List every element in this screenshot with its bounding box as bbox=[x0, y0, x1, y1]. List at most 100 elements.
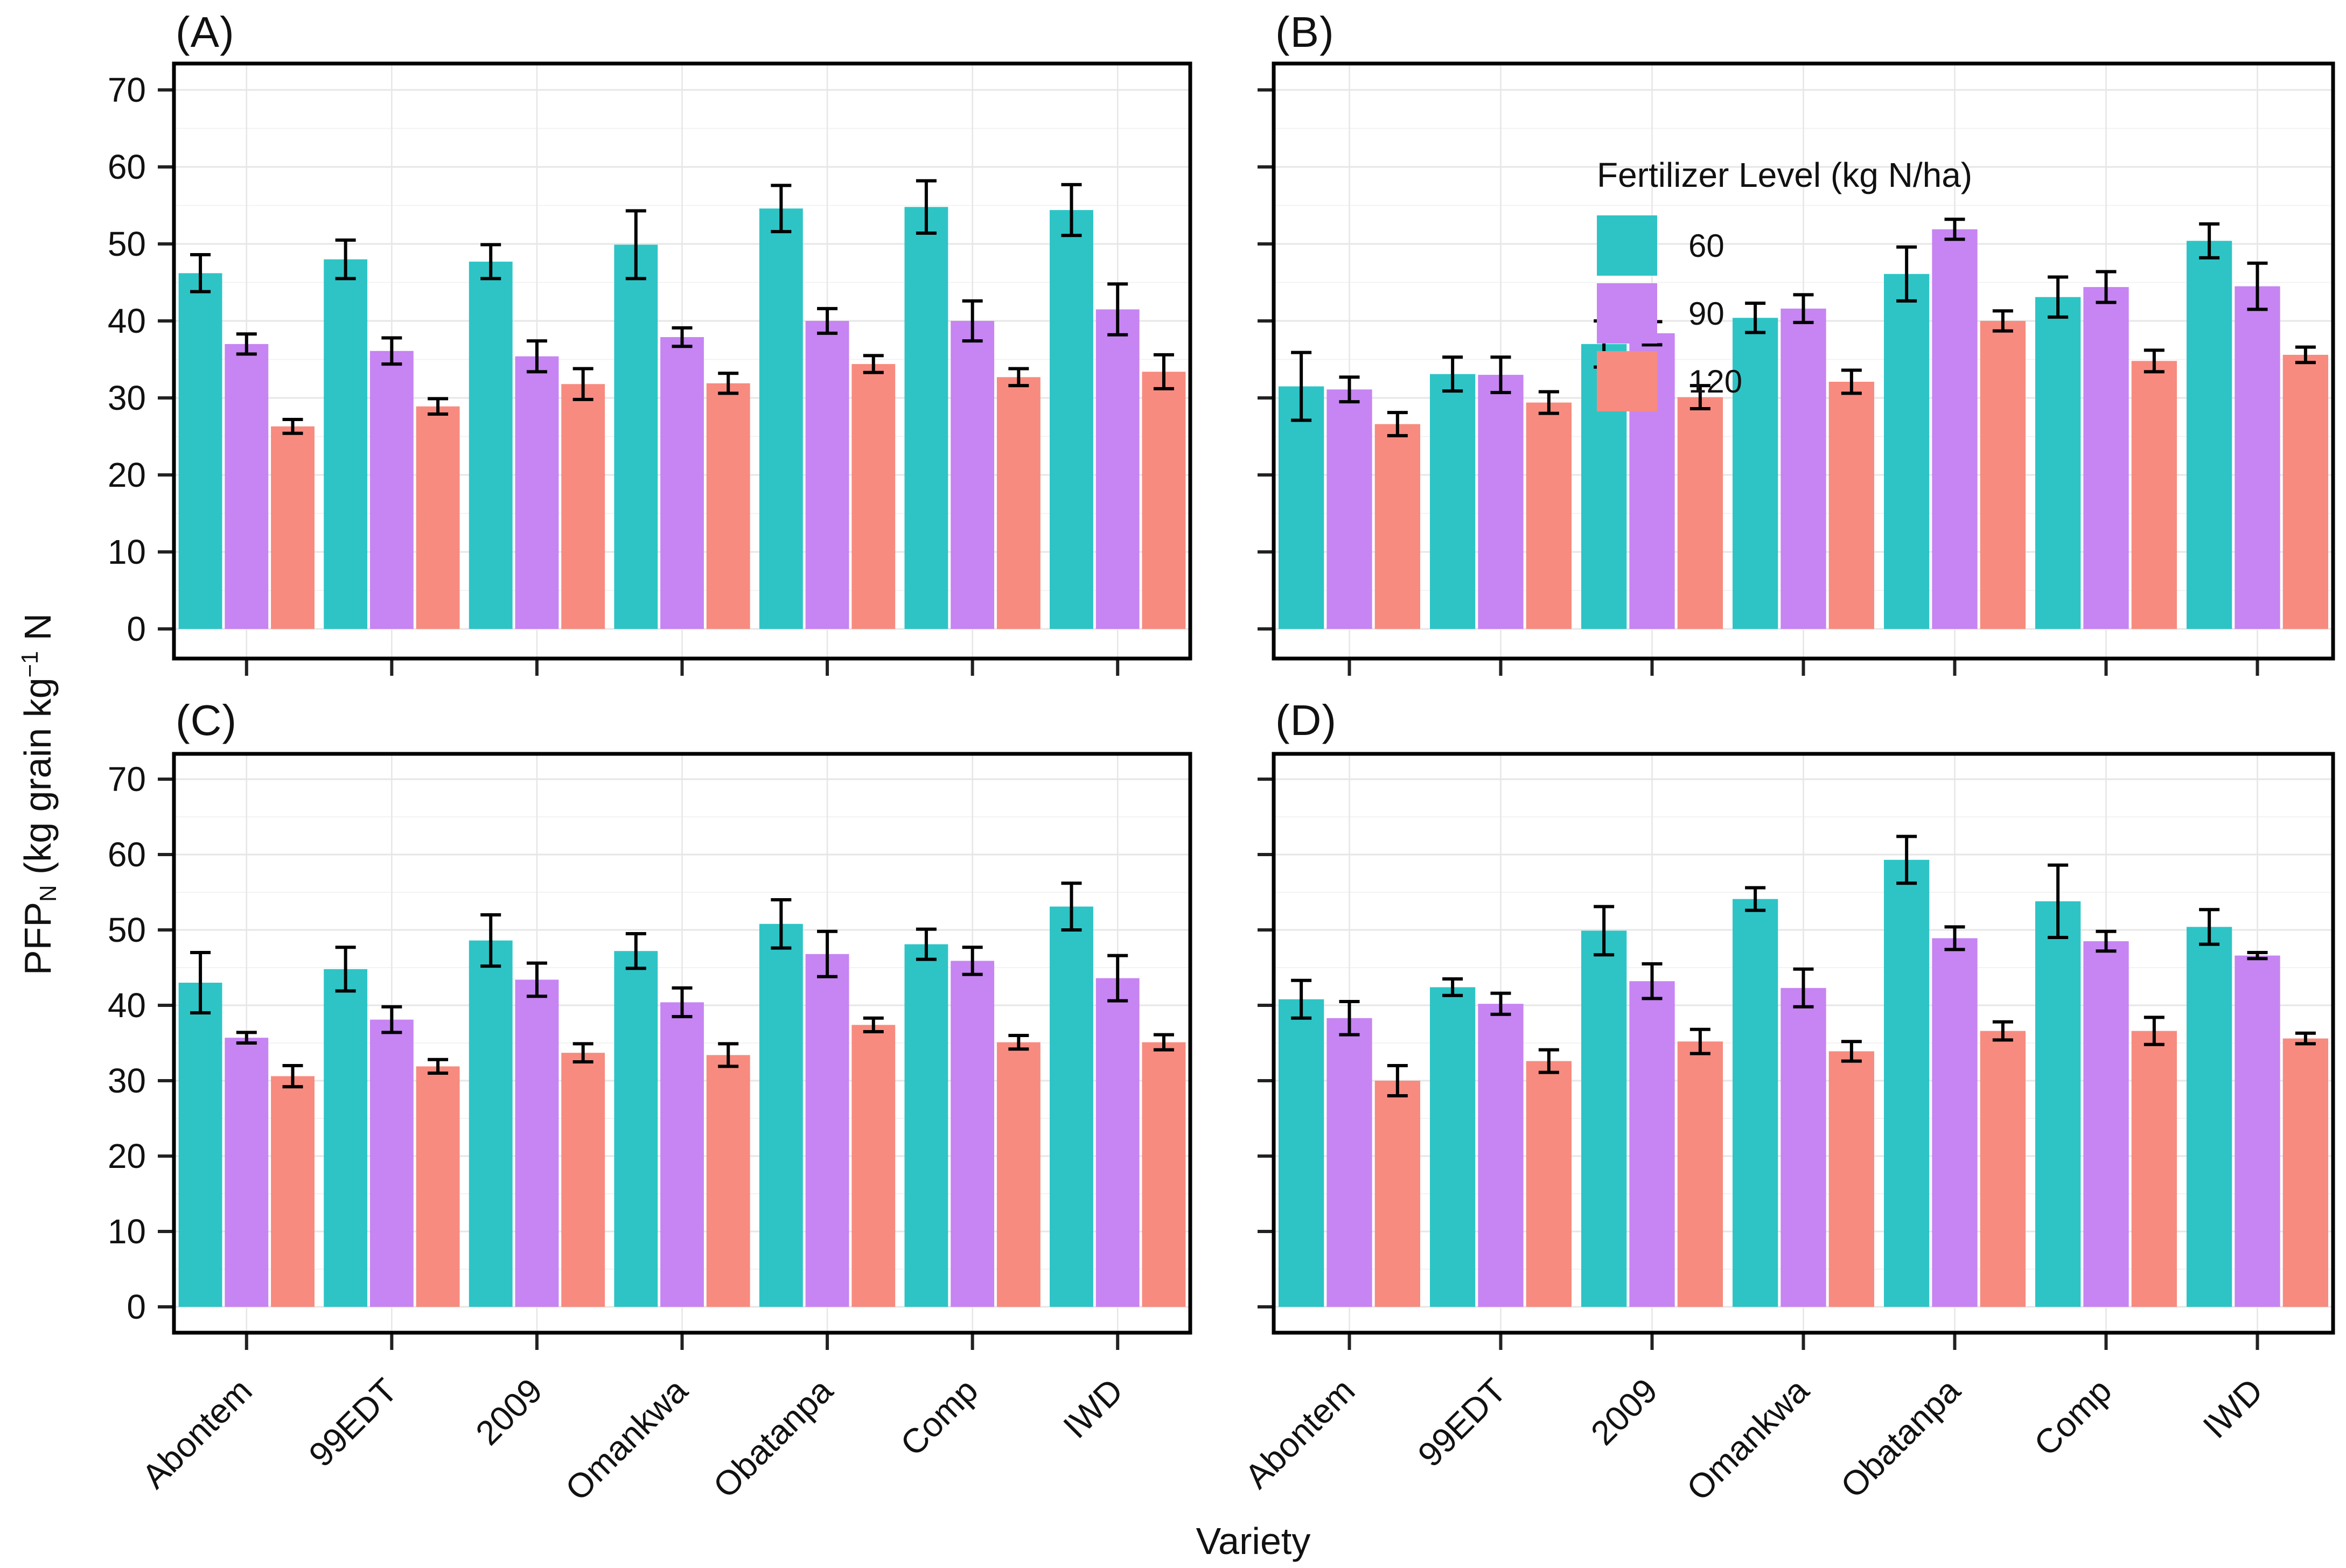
bar-60-99EDT bbox=[1429, 374, 1476, 629]
error-bar-60-IWD bbox=[2199, 222, 2220, 260]
error-bar-90-Omankwa bbox=[1793, 967, 1814, 1009]
error-bar-90-Comp bbox=[962, 946, 983, 976]
bar-90-Obatanpa bbox=[805, 321, 849, 629]
bar-120-99EDT bbox=[416, 406, 460, 629]
error-bar-120-99EDT bbox=[1538, 1048, 1559, 1074]
x-category-label: 2009 bbox=[468, 1371, 550, 1453]
x-category-label: Comp bbox=[2027, 1371, 2119, 1464]
y-tick-label: 0 bbox=[127, 610, 146, 648]
y-tick-label: 30 bbox=[108, 379, 146, 417]
bar-120-Obatanpa bbox=[1980, 321, 2026, 629]
error-bar-120-Obatanpa bbox=[1992, 1020, 2013, 1042]
error-bar-90-Omankwa bbox=[672, 326, 693, 348]
bar-90-2009 bbox=[515, 356, 559, 629]
bar-120-Abontem bbox=[1374, 424, 1421, 629]
bar-120-Omankwa bbox=[706, 1055, 750, 1307]
error-bar-120-Obatanpa bbox=[863, 354, 884, 374]
panel-border bbox=[1272, 61, 2335, 661]
error-bar-90-IWD bbox=[1107, 954, 1128, 1003]
bar-90-Obatanpa bbox=[1932, 229, 1978, 629]
bar-60-Comp bbox=[904, 944, 948, 1307]
error-bar-120-Abontem bbox=[1387, 411, 1408, 438]
bar-60-Obatanpa bbox=[1883, 274, 1930, 629]
error-bar-90-99EDT bbox=[1490, 355, 1511, 394]
bar-60-Omankwa bbox=[614, 951, 658, 1307]
error-bar-90-2009 bbox=[1642, 962, 1663, 1000]
y-tick-label: 10 bbox=[108, 1212, 146, 1251]
bar-90-Omankwa bbox=[660, 1002, 704, 1307]
y-tick-label: 20 bbox=[108, 456, 146, 494]
x-category-label: 2009 bbox=[1583, 1371, 1665, 1453]
error-bar-90-Obatanpa bbox=[1944, 218, 1965, 241]
bar-60-99EDT bbox=[1429, 987, 1476, 1307]
bar-90-Omankwa bbox=[660, 337, 704, 629]
y-tick-label: 40 bbox=[108, 986, 146, 1025]
bar-90-99EDT bbox=[1478, 1004, 1524, 1307]
error-bar-120-IWD bbox=[1153, 353, 1174, 390]
error-bar-60-Obatanpa bbox=[1896, 245, 1917, 303]
bar-60-Comp bbox=[2035, 297, 2081, 629]
error-bar-120-Comp bbox=[2143, 1016, 2165, 1046]
bar-90-2009 bbox=[1629, 981, 1675, 1307]
x-category-label: Comp bbox=[893, 1371, 986, 1464]
bar-120-IWD bbox=[2282, 354, 2329, 629]
legend-entry-90: 90 bbox=[1597, 283, 1972, 344]
panel-border bbox=[172, 61, 1192, 661]
error-bar-90-Comp bbox=[2096, 929, 2117, 953]
bar-120-Comp bbox=[996, 1042, 1041, 1307]
error-bar-60-Obatanpa bbox=[771, 898, 792, 950]
legend-key-60-swatch bbox=[1597, 215, 1657, 276]
error-bar-60-Comp bbox=[2048, 275, 2069, 319]
y-tick-label: 70 bbox=[108, 71, 146, 109]
x-axis-title: Variety bbox=[1196, 1520, 1311, 1562]
bar-60-IWD bbox=[2186, 241, 2232, 629]
bar-120-99EDT bbox=[1526, 1061, 1572, 1307]
panel-a-title: (A) bbox=[176, 8, 235, 56]
bar-90-Omankwa bbox=[1781, 309, 1826, 629]
y-tick-label: 0 bbox=[127, 1287, 146, 1326]
bar-60-Abontem bbox=[1278, 386, 1324, 629]
x-category-label: IWD bbox=[2196, 1371, 2271, 1446]
error-bar-60-99EDT bbox=[1442, 977, 1463, 997]
bar-90-Obatanpa bbox=[1932, 938, 1978, 1307]
bar-90-IWD bbox=[1095, 309, 1140, 629]
bar-90-99EDT bbox=[369, 351, 414, 629]
bar-120-99EDT bbox=[416, 1066, 460, 1307]
error-bar-60-2009 bbox=[480, 913, 501, 968]
x-category-label: Abontem bbox=[1237, 1371, 1362, 1496]
error-bar-120-Omankwa bbox=[1841, 368, 1862, 395]
error-bar-90-Abontem bbox=[1339, 1000, 1360, 1037]
bar-120-Abontem bbox=[1374, 1081, 1421, 1307]
error-bar-90-99EDT bbox=[1490, 991, 1511, 1016]
y-axis-title-superscript: −1 bbox=[17, 650, 44, 678]
bar-120-IWD bbox=[2282, 1038, 2329, 1307]
legend-key-90-swatch bbox=[1597, 283, 1657, 344]
error-bar-60-2009 bbox=[1594, 905, 1615, 957]
bar-120-Comp bbox=[996, 377, 1041, 629]
error-bar-120-Comp bbox=[1008, 1034, 1029, 1051]
panel-d-title: (D) bbox=[1275, 696, 1337, 744]
bar-60-Obatanpa bbox=[1883, 859, 1930, 1307]
error-bar-60-Abontem bbox=[1291, 978, 1312, 1020]
bar-60-2009 bbox=[1581, 930, 1627, 1307]
error-bar-90-Obatanpa bbox=[1944, 925, 1965, 951]
x-category-label: Obatanpa bbox=[1833, 1371, 1968, 1506]
legend-key-120-swatch bbox=[1597, 351, 1657, 411]
bar-60-Comp bbox=[904, 207, 948, 629]
legend: Fertilizer Level (kg N/ha) 60 90 120 bbox=[1597, 155, 1972, 419]
panel-D: Abontem 99EDT 2009 Omankwa Obatanpa Comp IWD bbox=[1237, 752, 2335, 1508]
bar-90-Abontem bbox=[225, 1038, 269, 1307]
y-tick-label: 60 bbox=[108, 148, 146, 186]
panel-border bbox=[172, 752, 1192, 1335]
error-bar-60-IWD bbox=[1061, 881, 1082, 932]
error-bar-60-Omankwa bbox=[1745, 886, 1766, 912]
bar-120-Abontem bbox=[271, 1076, 315, 1307]
error-bar-120-Comp bbox=[2143, 348, 2165, 374]
x-category-label: IWD bbox=[1056, 1371, 1130, 1446]
x-category-label: Omankwa bbox=[558, 1371, 695, 1508]
error-bar-120-2009 bbox=[1689, 1027, 1710, 1055]
bar-90-IWD bbox=[2235, 286, 2280, 629]
y-tick-label: 50 bbox=[108, 911, 146, 949]
error-bar-90-IWD bbox=[2247, 951, 2268, 961]
bar-60-2009 bbox=[469, 261, 513, 629]
